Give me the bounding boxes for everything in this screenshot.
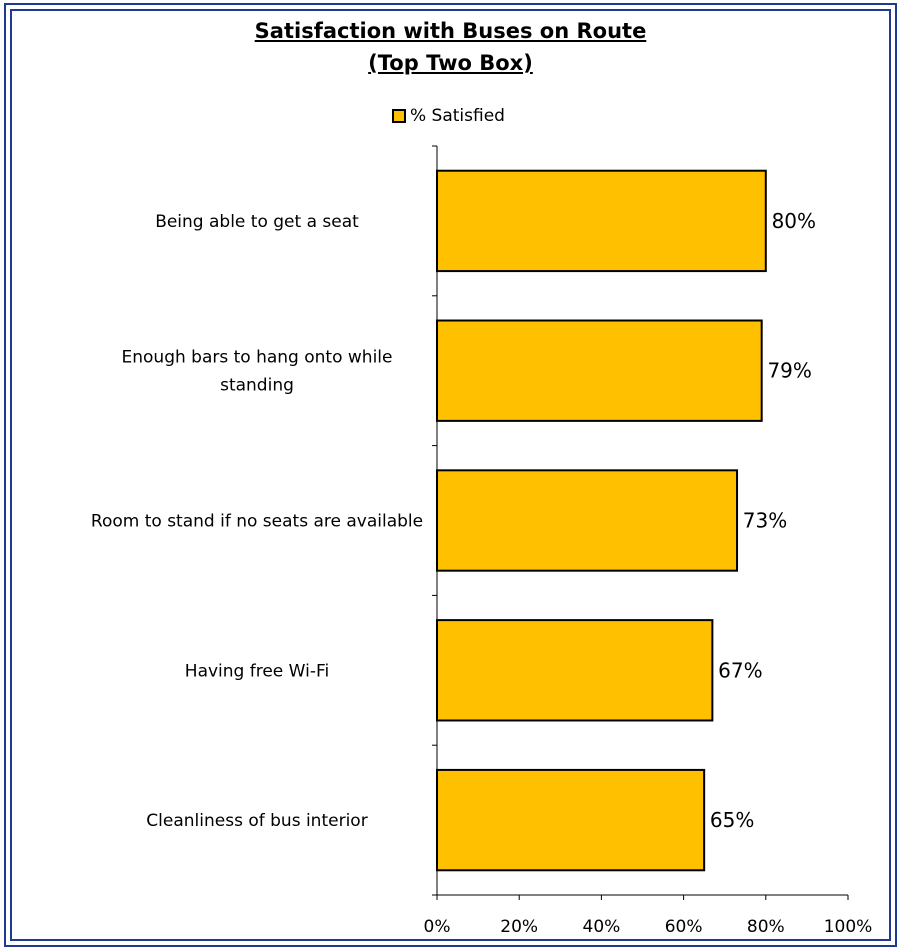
legend-label: % Satisfied bbox=[410, 106, 505, 126]
chart-subtitle: (Top Two Box) bbox=[368, 51, 533, 75]
category-label: Enough bars to hang onto while bbox=[122, 348, 393, 368]
bar bbox=[436, 768, 706, 872]
category-label: standing bbox=[220, 376, 294, 396]
chart-bars bbox=[436, 169, 767, 872]
bar bbox=[436, 469, 739, 572]
chart-legend: % Satisfied bbox=[392, 104, 505, 128]
category-label: Being able to get a seat bbox=[155, 212, 359, 232]
data-label: 67% bbox=[718, 658, 762, 682]
data-label: 73% bbox=[743, 509, 787, 533]
bar bbox=[436, 619, 714, 722]
data-label: 65% bbox=[710, 808, 754, 832]
x-tick-label: 40% bbox=[583, 917, 621, 937]
chart-title: Satisfaction with Buses on Route bbox=[254, 19, 647, 43]
category-label: Having free Wi-Fi bbox=[185, 661, 329, 681]
bar bbox=[436, 319, 763, 422]
legend-swatch bbox=[392, 109, 406, 123]
x-tick-label: 0% bbox=[424, 917, 451, 937]
x-tick-label: 60% bbox=[665, 917, 703, 937]
chart-inner-border bbox=[10, 9, 891, 941]
bar bbox=[436, 169, 767, 273]
x-tick-label: 100% bbox=[824, 917, 873, 937]
chart-labels: 0% 20% 40% 60% 80% 100% 80% Being able to get a… bbox=[91, 209, 872, 937]
data-label: 79% bbox=[767, 359, 811, 383]
x-tick-label: 80% bbox=[747, 917, 785, 937]
category-label: Cleanliness of bus interior bbox=[146, 811, 367, 831]
chart-outer-border bbox=[4, 3, 897, 947]
data-label: 80% bbox=[772, 209, 816, 233]
category-label: Room to stand if no seats are available bbox=[91, 512, 423, 532]
x-tick-label: 20% bbox=[500, 917, 538, 937]
